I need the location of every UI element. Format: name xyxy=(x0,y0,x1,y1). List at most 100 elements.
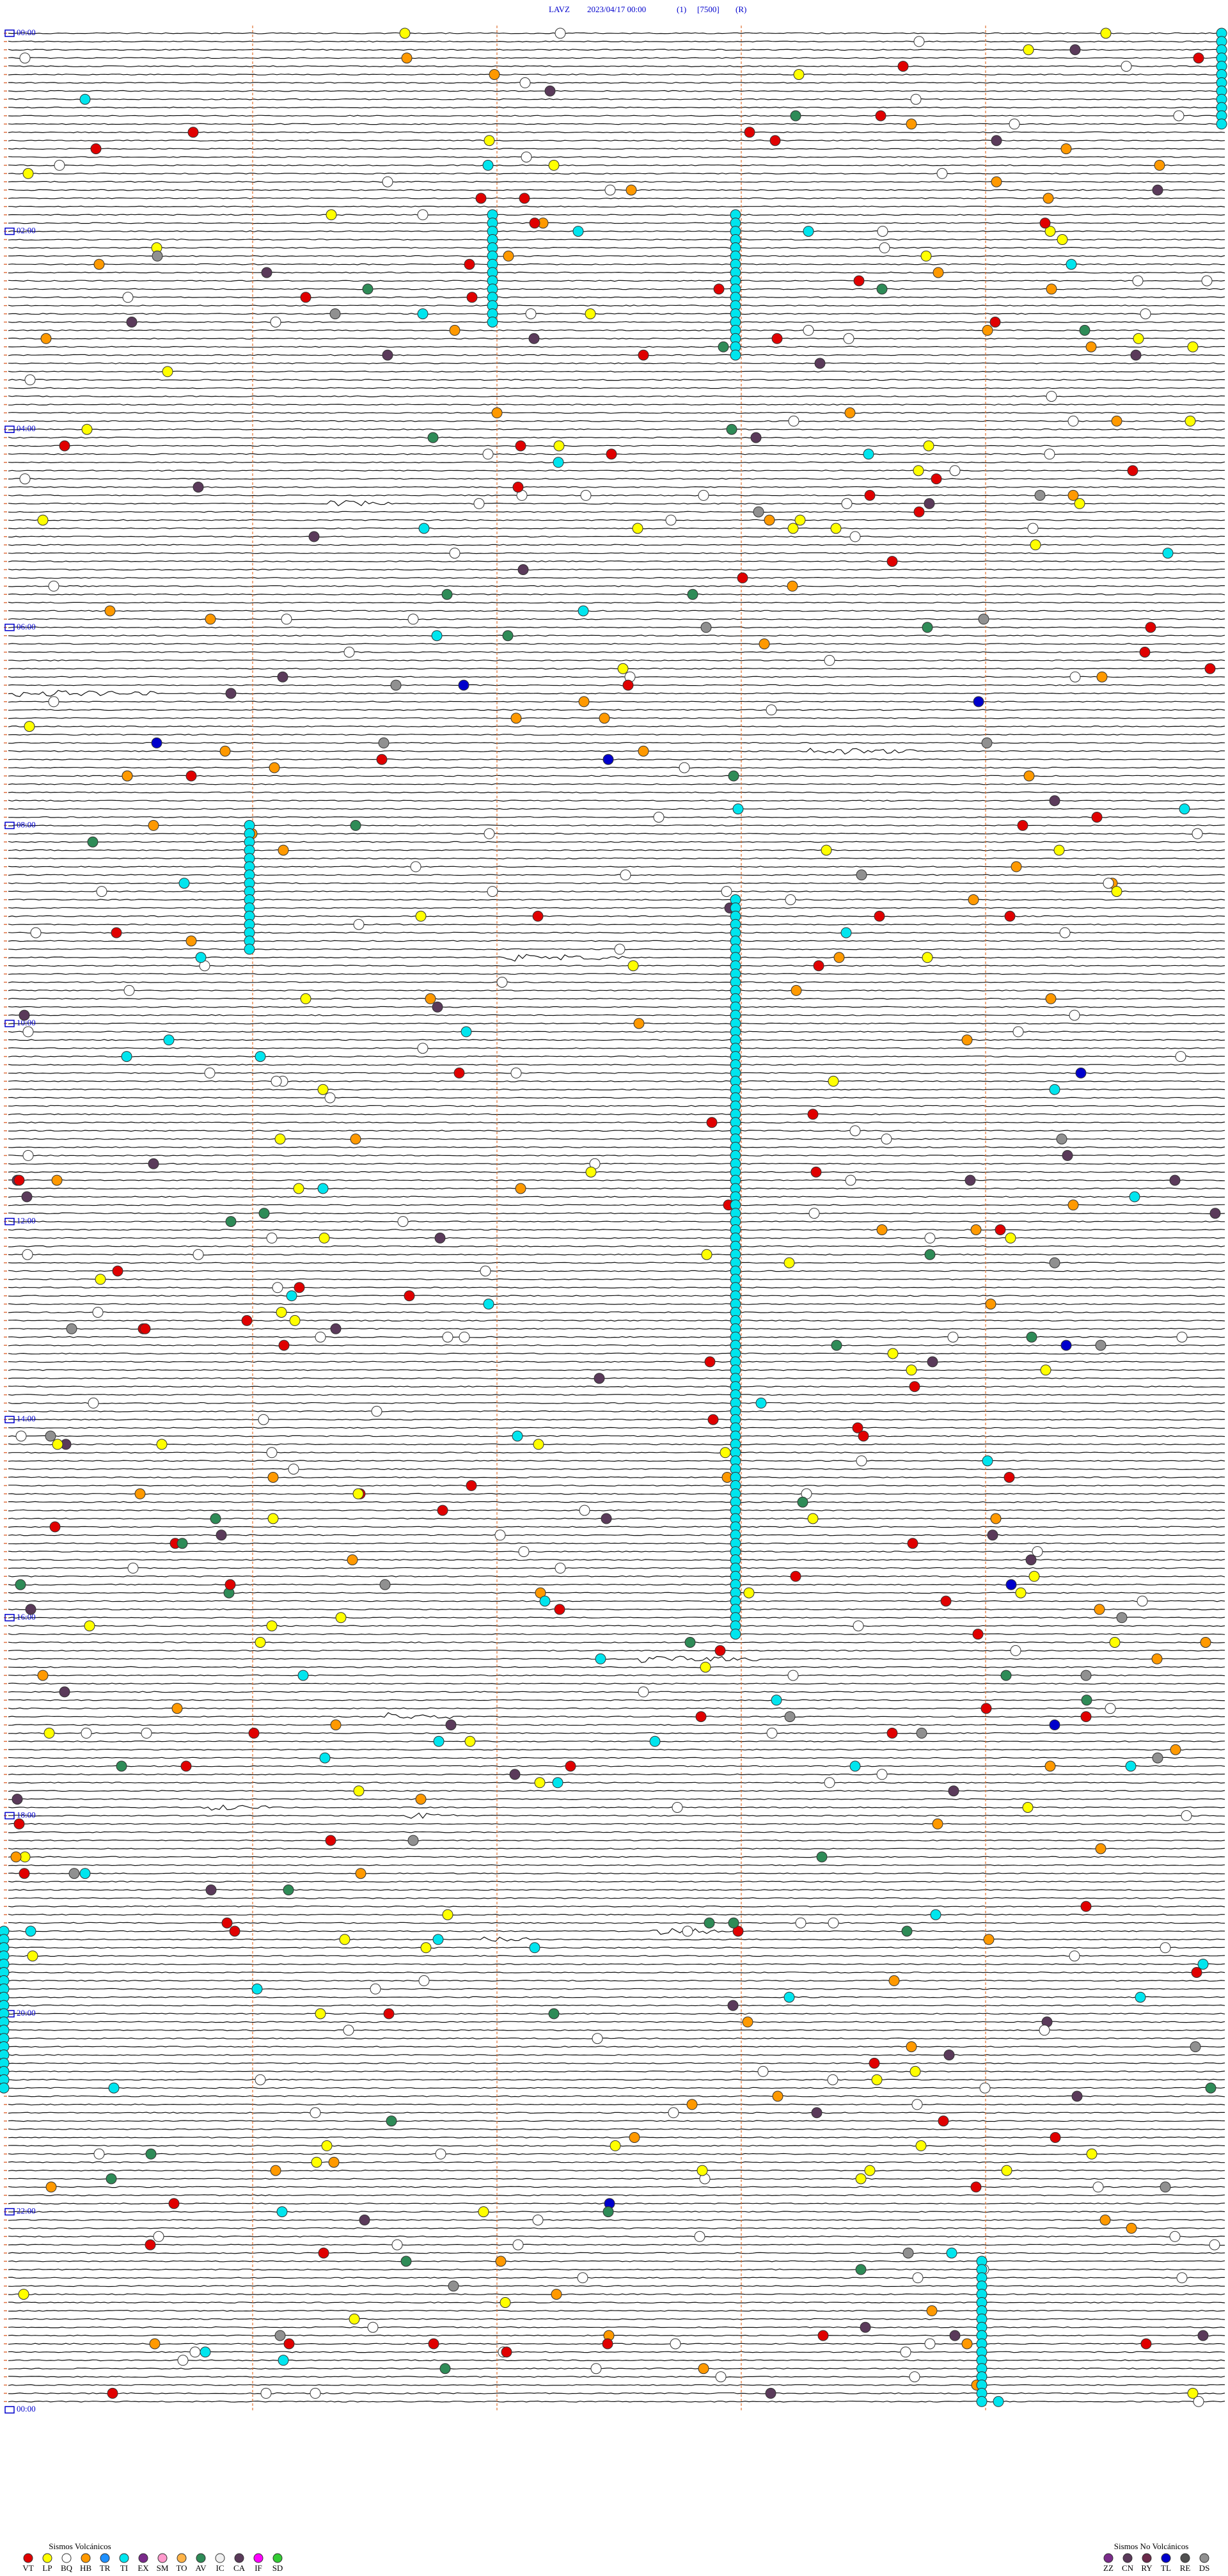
trace xyxy=(8,1501,1225,1503)
event-marker xyxy=(84,1620,95,1632)
trace xyxy=(8,1699,1225,1702)
event-marker xyxy=(606,448,617,460)
event-marker xyxy=(766,1727,778,1739)
event-marker xyxy=(697,2165,708,2176)
trace xyxy=(8,1402,1225,1404)
trace xyxy=(8,1311,1225,1313)
trace xyxy=(8,849,1225,851)
event-marker xyxy=(1176,2272,1188,2284)
event-marker xyxy=(1039,2025,1050,2036)
event-marker xyxy=(25,1925,36,1937)
event-marker xyxy=(1071,2090,1083,2102)
event-marker xyxy=(554,1604,565,1615)
trace xyxy=(8,535,1225,538)
trace xyxy=(8,263,1225,265)
trace xyxy=(8,560,1225,563)
event-marker xyxy=(1069,671,1081,683)
event-marker xyxy=(730,1629,741,1640)
event-marker xyxy=(1044,226,1056,237)
trace xyxy=(8,1295,1225,1297)
trace xyxy=(8,2046,1225,2048)
trace xyxy=(8,1847,1225,1850)
event-marker xyxy=(617,663,629,674)
event-marker xyxy=(81,423,93,435)
trace xyxy=(8,379,1225,381)
trace xyxy=(8,246,1225,249)
trace xyxy=(8,65,1225,68)
event-marker xyxy=(1192,828,1203,839)
event-marker xyxy=(1005,1232,1016,1244)
event-marker xyxy=(539,1595,551,1607)
event-marker xyxy=(415,910,427,922)
trace xyxy=(8,1856,1225,1858)
legend-swatch xyxy=(1161,2553,1171,2563)
event-marker xyxy=(807,1513,819,1524)
event-marker xyxy=(638,349,649,361)
event-marker xyxy=(391,2239,403,2250)
event-marker xyxy=(879,242,890,253)
event-marker xyxy=(686,2099,698,2110)
event-marker xyxy=(37,514,49,526)
trace xyxy=(8,1748,1225,1751)
event-marker xyxy=(684,1637,696,1648)
event-marker xyxy=(1059,927,1071,938)
title-part: 2023/04/17 00:00 xyxy=(587,4,646,14)
event-marker xyxy=(248,1727,260,1739)
trace xyxy=(8,2062,1225,2064)
event-marker xyxy=(512,2239,524,2250)
event-marker xyxy=(803,324,814,336)
trace xyxy=(8,552,1225,555)
event-marker xyxy=(79,1868,91,1879)
trace xyxy=(8,544,1225,546)
event-marker xyxy=(909,2371,920,2383)
trace xyxy=(8,1922,1225,1924)
event-marker xyxy=(926,2305,938,2316)
trace xyxy=(8,1773,1225,1776)
trace xyxy=(8,337,1225,340)
event-marker xyxy=(95,1274,106,1285)
event-marker xyxy=(289,1315,301,1326)
event-marker xyxy=(185,770,197,782)
trace xyxy=(8,676,1225,678)
legend-swatch xyxy=(272,2553,283,2563)
event-marker xyxy=(982,1455,993,1467)
event-marker xyxy=(1043,193,1054,204)
event-marker xyxy=(464,1735,476,1747)
trace xyxy=(8,1270,1225,1272)
legend-swatch xyxy=(23,2553,33,2563)
trace xyxy=(8,404,1225,406)
trace xyxy=(8,1204,1225,1206)
trace xyxy=(8,1460,1225,1462)
trace xyxy=(8,2087,1225,2089)
event-marker xyxy=(1137,1595,1148,1607)
trace xyxy=(8,2021,1225,2023)
trace xyxy=(8,395,1225,398)
event-marker xyxy=(943,2050,955,2060)
event-marker xyxy=(482,159,494,171)
event-marker xyxy=(153,2231,164,2242)
event-marker xyxy=(1175,1051,1186,1063)
legend-code: VT xyxy=(22,2563,33,2573)
event-marker xyxy=(0,2082,10,2094)
event-marker xyxy=(946,2247,957,2259)
event-marker xyxy=(888,1975,900,1986)
event-marker xyxy=(19,473,31,485)
trace xyxy=(8,527,1225,530)
event-marker xyxy=(1129,1191,1140,1203)
trace xyxy=(8,1245,1225,1247)
time-label: 04:00 xyxy=(17,423,36,433)
legend-code: BQ xyxy=(61,2563,73,2573)
event-marker xyxy=(730,349,741,361)
event-marker xyxy=(266,1232,278,1244)
event-marker xyxy=(283,2338,295,2350)
event-marker xyxy=(255,2074,266,2085)
trace xyxy=(8,370,1225,373)
event-marker xyxy=(1140,308,1151,320)
event-marker xyxy=(672,1802,683,1813)
event-marker xyxy=(579,1505,590,1516)
event-marker xyxy=(604,184,616,196)
event-marker xyxy=(743,1587,755,1599)
event-marker xyxy=(715,2371,727,2383)
event-marker xyxy=(519,77,531,88)
event-marker xyxy=(121,1051,132,1063)
